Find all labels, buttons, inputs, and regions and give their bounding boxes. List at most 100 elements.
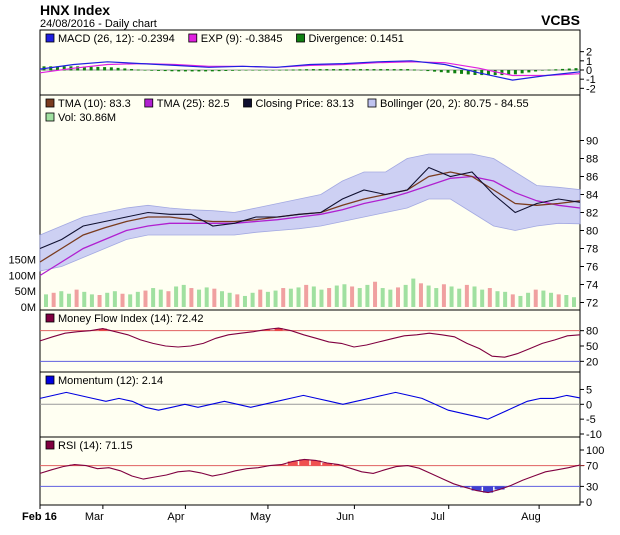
volume-bar (342, 284, 347, 307)
volume-bar (388, 289, 393, 307)
price-tick-label: 84 (586, 190, 598, 202)
momentum-legend-swatch (45, 375, 55, 385)
volume-bar (518, 295, 523, 307)
macd-divergence-bar (332, 69, 336, 71)
macd-divergence-bar (76, 66, 80, 71)
price-tick-label: 82 (586, 208, 598, 220)
macd-divergence-bar (156, 70, 160, 71)
macd-divergence-bar (284, 69, 288, 71)
closing-price-line (39, 166, 581, 250)
rsi-oversold-fill (494, 486, 505, 490)
volume-bar (449, 286, 454, 307)
price-tick-label: 78 (586, 244, 598, 256)
macd-divergence-bar (298, 69, 302, 71)
x-axis-label: Jul (431, 511, 445, 523)
volume-bar (464, 284, 469, 307)
macd-divergence-bar (62, 66, 66, 71)
macd-divergence-bar (257, 70, 261, 71)
macd-divergence-bar (109, 67, 113, 71)
volume-bar (220, 291, 224, 307)
volume-bar (296, 287, 301, 307)
macd-divergence-bar (493, 70, 497, 76)
volume-tick-label: 100M (8, 270, 36, 282)
volume-bar (426, 285, 431, 307)
volume-bar (350, 286, 355, 307)
macd-divergence-bar (231, 70, 235, 71)
macd-divergence-bar (507, 70, 511, 76)
macd-divergence-bar (345, 69, 349, 71)
macd-divergence-bar (237, 70, 241, 71)
volume-bar (304, 284, 309, 307)
volume-bar (112, 291, 117, 307)
macd-divergence-bar (210, 70, 214, 72)
rsi-tick-label: 70 (586, 461, 598, 473)
volume-bar (51, 292, 56, 307)
macd-divergence-bar (365, 69, 369, 71)
macd-tick-label: 1 (586, 56, 592, 68)
mfi-overbought-fill (274, 328, 283, 331)
macd-divergence-bar (264, 70, 268, 71)
volume-bar (227, 292, 232, 307)
macd-divergence-bar (439, 70, 443, 73)
mfi-legend-swatch (45, 313, 55, 323)
mfi-legend-label: Money Flow Index (14): 72.42 (58, 313, 204, 325)
volume-bar (564, 295, 569, 307)
macd-divergence-bar (89, 66, 93, 71)
volume-bar (44, 294, 48, 307)
x-axis-label: Apr (167, 511, 184, 523)
macd-legend-swatch (45, 33, 55, 43)
volume-bar (457, 288, 462, 307)
tma25-line (39, 175, 581, 277)
price-legend-label: Bollinger (20, 2): 80.75 - 84.55 (380, 98, 529, 110)
macd-divergence-bar (204, 70, 208, 72)
macd-divergence-bar (392, 69, 396, 71)
volume-bar (120, 293, 125, 307)
volume-bar (212, 288, 217, 307)
macd-divergence-bar (561, 68, 565, 71)
volume-bar (128, 294, 133, 307)
volume-bar (365, 284, 370, 307)
volume-bar (66, 293, 71, 307)
mfi-tick-label: 20 (586, 356, 598, 368)
macd-divergence-bar (567, 68, 571, 71)
bollinger-band (39, 153, 581, 272)
macd-divergence-bar (426, 70, 430, 72)
macd-divergence-bar (49, 66, 53, 71)
volume-bar (487, 288, 492, 307)
volume-bar (480, 289, 485, 307)
macd-divergence-bar (338, 69, 342, 71)
volume-bar (89, 294, 94, 307)
volume-bar (526, 292, 531, 307)
macd-legend-label: MACD (26, 12): -0.2394 (58, 33, 175, 45)
macd-divergence-bar (385, 69, 389, 71)
macd-divergence-bar (136, 69, 140, 71)
mfi-line (39, 327, 581, 358)
macd-divergence-bar (419, 70, 423, 71)
volume-bar (503, 291, 508, 307)
momentum-legend-label: Momentum (12): 2.14 (58, 375, 163, 387)
x-axis-label: Mar (85, 511, 104, 523)
volume-bar (143, 290, 148, 307)
rsi-panel-frame (39, 436, 581, 506)
volume-tick-label: 0M (21, 302, 36, 314)
volume-bar (373, 281, 378, 307)
volume-bar (434, 288, 439, 307)
macd-line (39, 60, 581, 81)
macd-divergence-bar (453, 70, 457, 74)
volume-bar (189, 288, 194, 307)
volume-bar (380, 288, 385, 307)
momentum-tick-label: -5 (586, 414, 596, 426)
volume-bar (441, 284, 446, 307)
macd-divergence-bar (486, 70, 490, 76)
macd-legend-label: Divergence: 0.1451 (309, 33, 404, 45)
x-axis-label: May (250, 511, 271, 523)
volume-bar (495, 291, 500, 307)
macd-divergence-bar (271, 70, 275, 71)
volume-bar (327, 288, 332, 307)
x-axis-label: Aug (521, 511, 541, 523)
volume-bar (533, 289, 538, 307)
rsi-overbought-fill (287, 461, 298, 466)
volume-bar (105, 292, 110, 307)
momentum-tick-label: 5 (586, 384, 592, 396)
